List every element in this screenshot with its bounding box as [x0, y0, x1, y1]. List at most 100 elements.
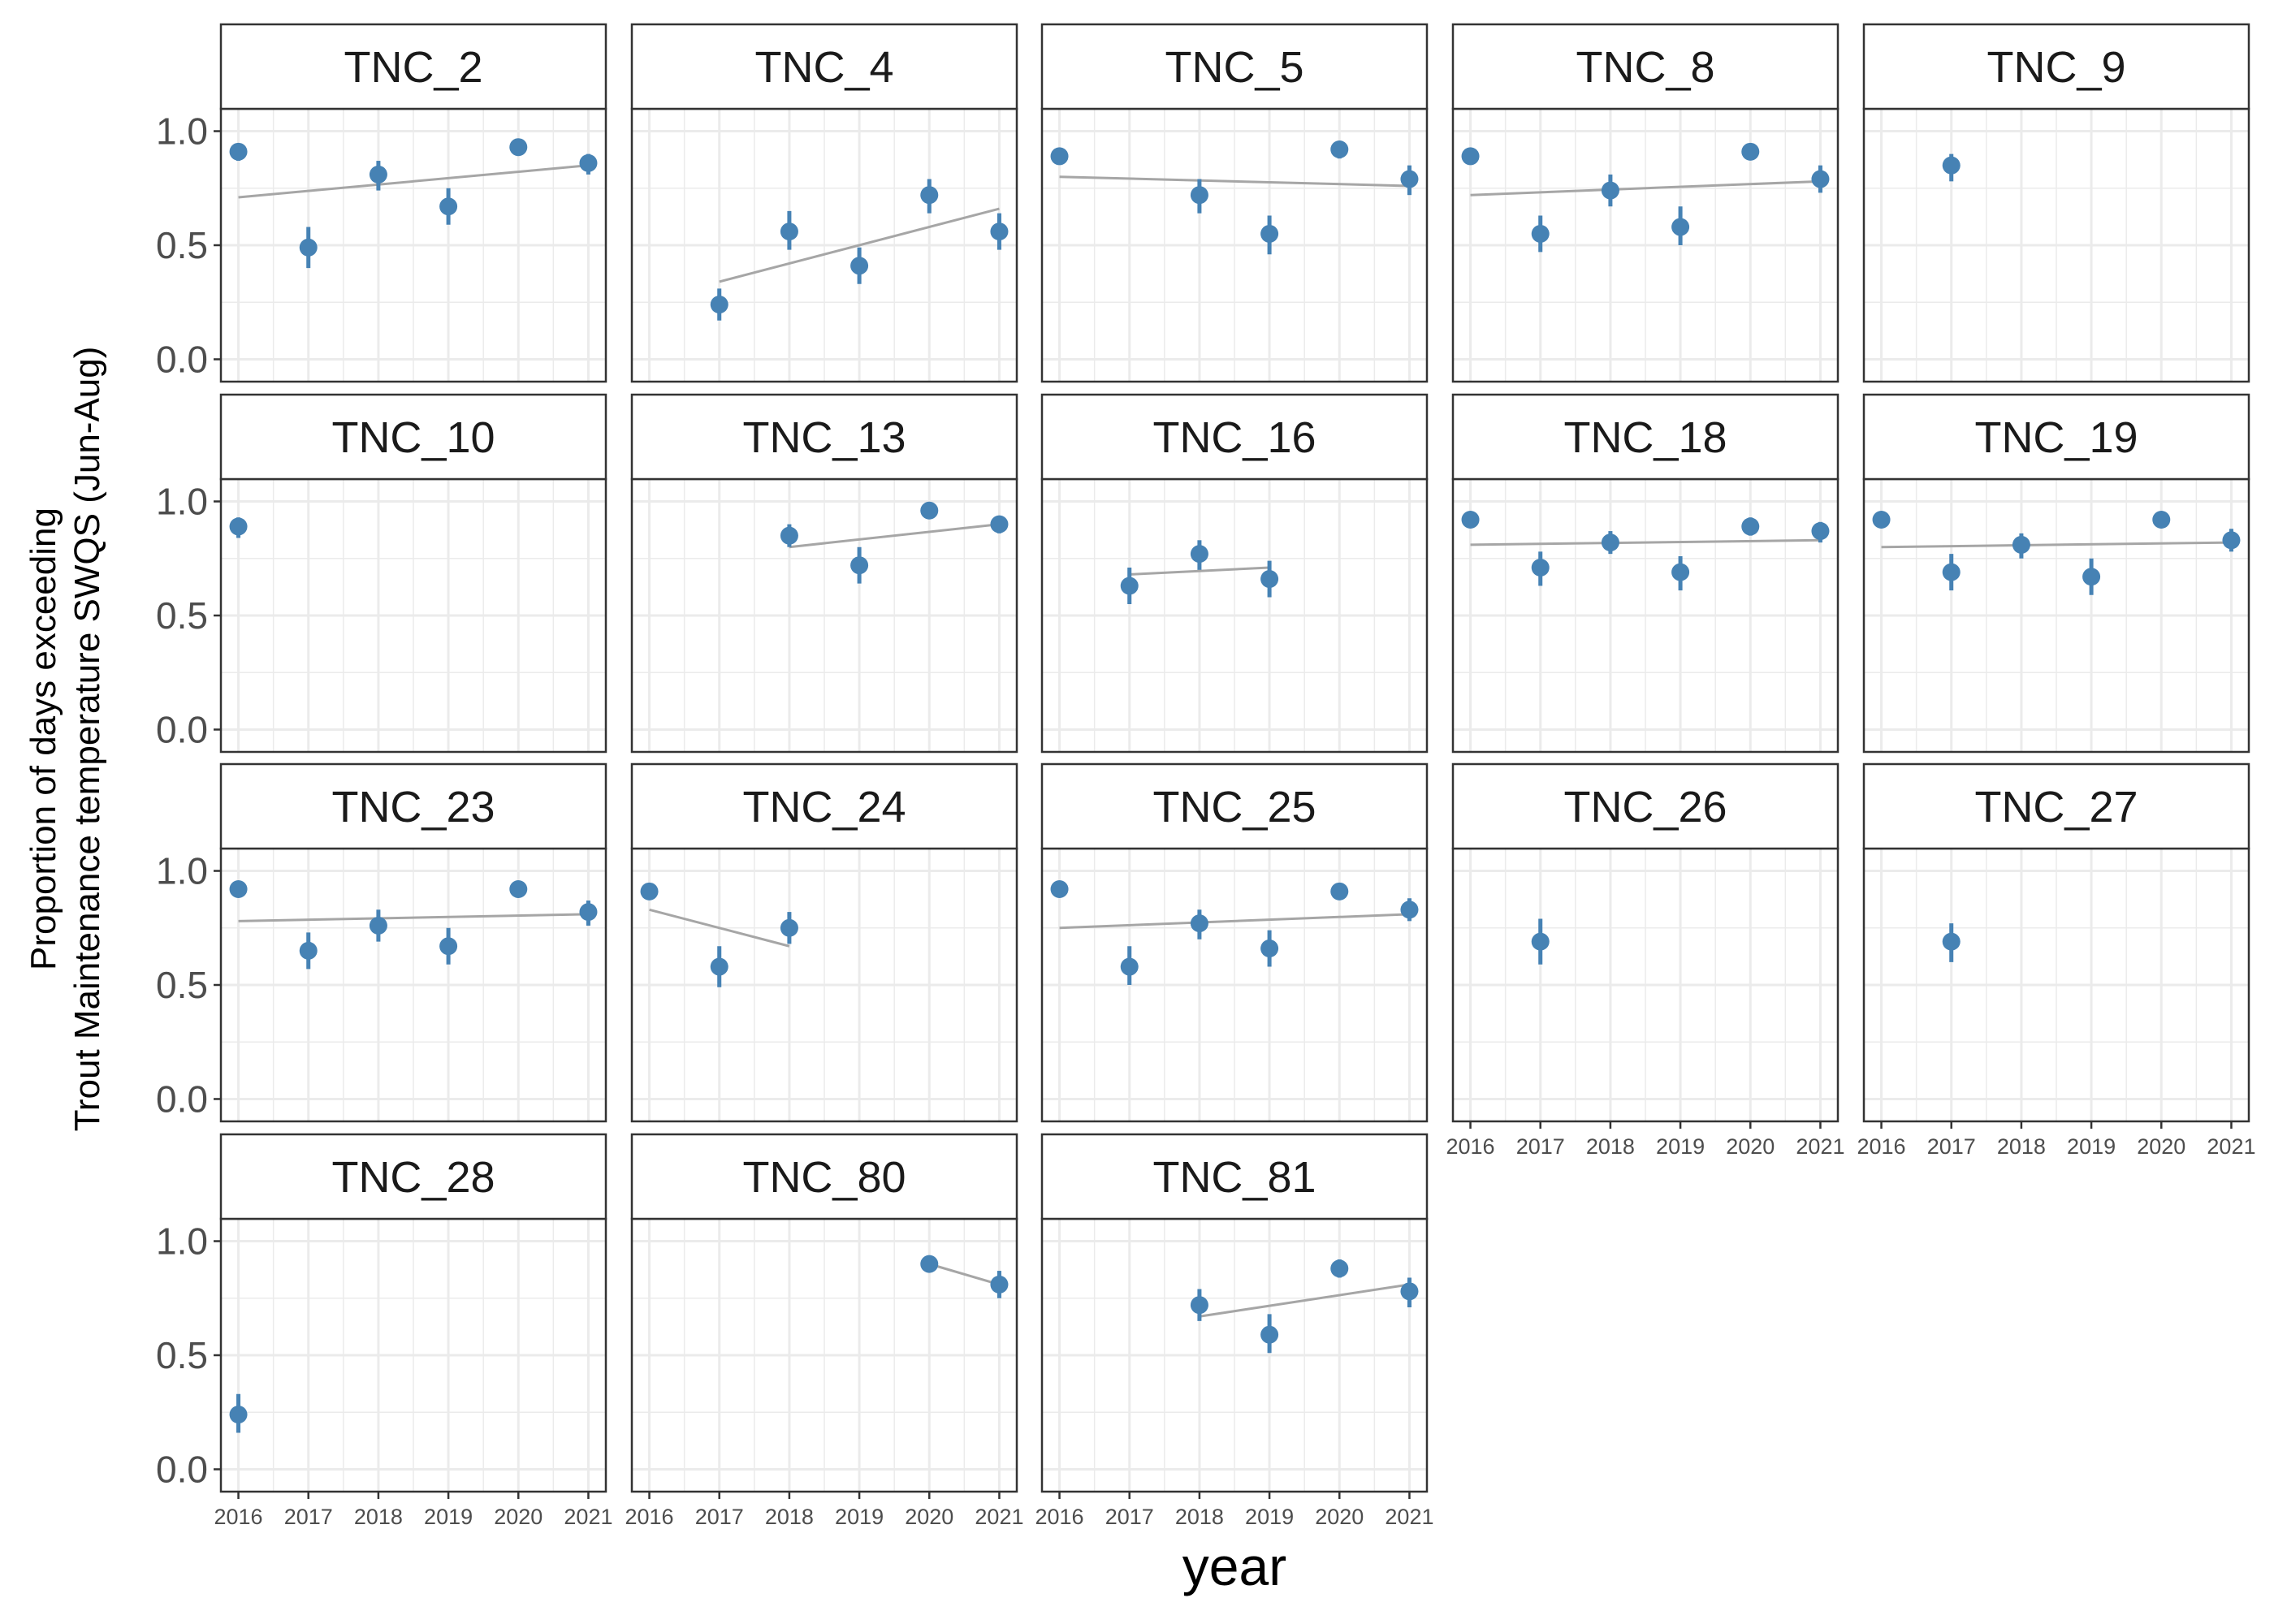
data-point	[990, 515, 1009, 533]
facet-strip	[1040, 393, 1429, 481]
x-tick-label: 2021	[1385, 1505, 1433, 1529]
data-point	[1461, 511, 1480, 529]
x-tick-label: 2019	[424, 1505, 473, 1529]
panel-tnc-23: TNC_23 0.0 0.5 1.0	[156, 762, 607, 1123]
y-tick-label: 0.0	[156, 1078, 208, 1120]
data-point	[509, 138, 528, 157]
data-point	[1260, 1325, 1279, 1344]
facet-label: TNC_81	[1152, 1153, 1316, 1202]
trend-line	[1059, 913, 1410, 930]
data-point	[850, 257, 869, 275]
data-point	[1120, 957, 1139, 976]
y-axis-title-line-2: Trout Maintenance temperature SWQS (Jun-…	[67, 347, 107, 1132]
panel-tnc-16: TNC_16	[1040, 393, 1429, 754]
data-point	[710, 957, 728, 976]
data-point	[920, 1255, 939, 1273]
facet-strip	[1451, 393, 1840, 481]
data-point	[1190, 1296, 1208, 1315]
y-tick-label: 0.0	[156, 708, 208, 750]
panel-tnc-81: TNC_81 2016 2017 2018 2019 2020 2021	[1035, 1133, 1433, 1529]
trend-line	[789, 523, 1000, 549]
data-point	[990, 222, 1009, 241]
data-point	[1601, 533, 1619, 552]
data-point	[1050, 880, 1069, 899]
data-point	[299, 941, 318, 960]
panel-tnc-24: TNC_24	[630, 762, 1018, 1123]
data-point	[369, 916, 387, 935]
data-point	[2012, 535, 2030, 554]
facet-strip	[1862, 762, 2250, 850]
facet-strip	[219, 762, 607, 850]
data-point	[1190, 186, 1208, 205]
trend-line	[649, 908, 790, 948]
x-tick-label: 2019	[1245, 1505, 1294, 1529]
x-tick-label: 2021	[2207, 1134, 2255, 1159]
facet-strip	[630, 1133, 1018, 1220]
panel-tnc-18: TNC_18	[1451, 393, 1840, 754]
data-point	[1330, 882, 1349, 901]
y-tick-label: 0.5	[156, 224, 208, 266]
x-tick-label: 2018	[354, 1505, 403, 1529]
facet-strip	[219, 393, 607, 481]
trend-line	[719, 207, 1000, 283]
data-point	[780, 918, 798, 937]
x-tick-label: 2021	[564, 1505, 612, 1529]
x-tick-label: 2017	[284, 1505, 333, 1529]
x-tick-label: 2019	[835, 1505, 884, 1529]
facet-label: TNC_18	[1563, 413, 1727, 462]
data-point	[1260, 224, 1279, 243]
data-point	[1461, 147, 1480, 166]
data-point	[850, 556, 869, 575]
facet-strip	[219, 1133, 607, 1220]
facet-label: TNC_4	[754, 43, 893, 92]
x-tick-label: 2020	[1315, 1505, 1364, 1529]
data-point	[439, 197, 458, 216]
y-tick-label: 0.5	[156, 594, 208, 637]
x-tick-label: 2018	[765, 1505, 814, 1529]
data-point	[1942, 563, 1961, 581]
facet-label: TNC_8	[1576, 43, 1714, 92]
y-tick-label: 0.0	[156, 1448, 208, 1490]
data-point	[229, 1406, 248, 1424]
x-tick-label: 2018	[1586, 1134, 1635, 1159]
data-point	[1330, 1259, 1349, 1278]
data-point	[1260, 570, 1279, 589]
facet-strip	[1451, 23, 1840, 110]
panel-tnc-8: TNC_8	[1451, 23, 1840, 383]
y-tick-label: 1.0	[156, 1220, 208, 1263]
facet-strip	[1862, 23, 2250, 110]
panel-tnc-80: TNC_80 2016 2017 2018 2019 2020 2021	[625, 1133, 1023, 1529]
y-axis-title: Proportion of days exceeding Trout Maint…	[24, 347, 107, 1132]
x-tick-label: 2016	[214, 1505, 263, 1529]
data-point	[1050, 147, 1069, 166]
data-point	[920, 501, 939, 520]
x-axis-title: year	[1182, 1536, 1286, 1596]
facet-strip	[1040, 23, 1429, 110]
data-point	[439, 937, 458, 956]
data-point	[1190, 545, 1208, 564]
data-point	[579, 903, 598, 922]
data-point	[780, 526, 798, 545]
data-point	[229, 517, 248, 536]
panel-grid: TNC_2 0.0 0.5 1.0 TNC_4 TNC_5 TNC_8 TNC_9 TNC_10…	[156, 23, 2255, 1529]
facet-label: TNC_27	[1974, 783, 2138, 831]
facet-strip	[219, 23, 607, 110]
data-point	[2152, 511, 2171, 529]
facet-strip	[1451, 762, 1840, 850]
facet-label: TNC_24	[742, 783, 906, 831]
trend-line	[1470, 179, 1821, 197]
facet-label: TNC_5	[1165, 43, 1303, 92]
x-tick-label: 2020	[2137, 1134, 2185, 1159]
y-tick-label: 1.0	[156, 850, 208, 892]
panel-tnc-2: TNC_2 0.0 0.5 1.0	[156, 23, 607, 383]
panel-tnc-10: TNC_10 0.0 0.5 1.0	[156, 393, 607, 754]
data-point	[1671, 218, 1690, 236]
facet-label: TNC_80	[742, 1153, 906, 1202]
x-tick-label: 2021	[1796, 1134, 1844, 1159]
data-point	[1531, 559, 1550, 577]
x-tick-label: 2017	[1105, 1505, 1154, 1529]
facet-strip	[1040, 1133, 1429, 1220]
data-point	[2082, 568, 2101, 586]
y-tick-label: 1.0	[156, 110, 208, 153]
trend-line	[1199, 1283, 1410, 1318]
